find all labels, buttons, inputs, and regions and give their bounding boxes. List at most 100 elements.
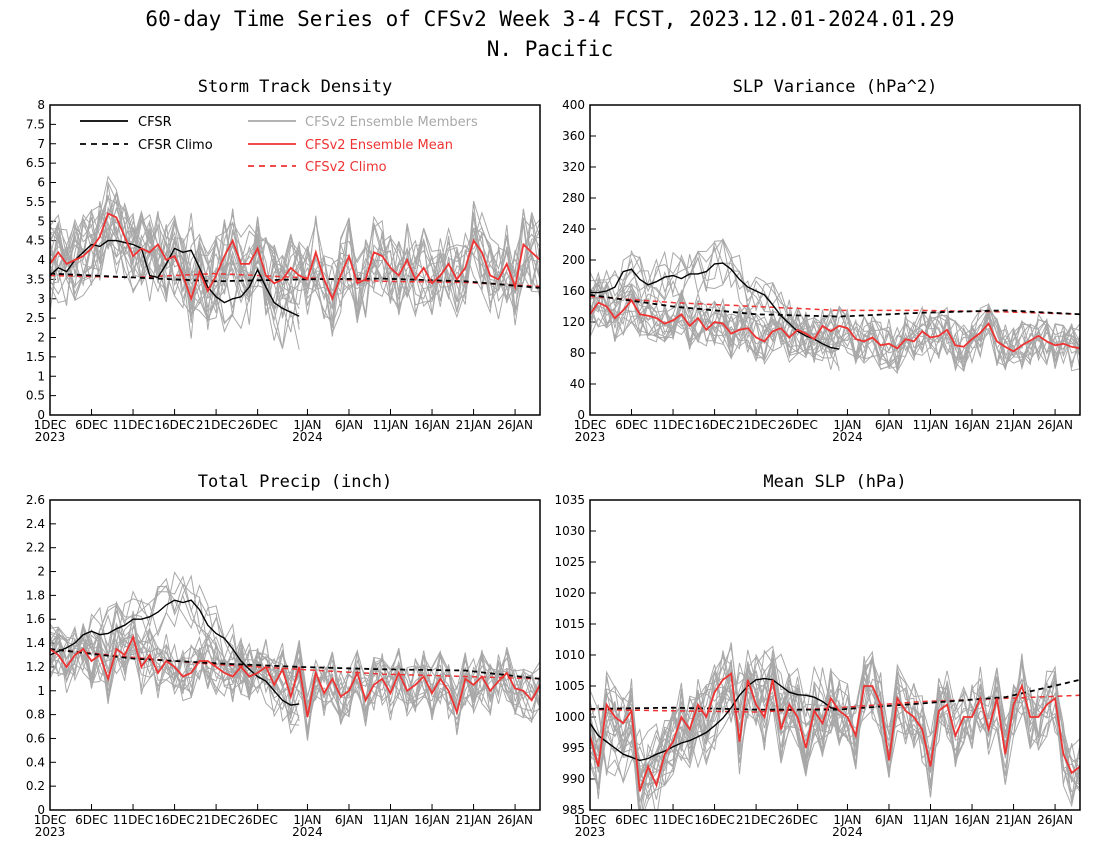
y-tick-label: 80 <box>570 346 585 360</box>
x-tick-label: 11DEC <box>113 418 153 432</box>
legend-label: CFSR Climo <box>138 138 213 153</box>
y-tick-label: 1020 <box>554 586 585 600</box>
cfsr-climo-line <box>50 648 540 680</box>
x-tick-label: 16JAN <box>414 813 450 827</box>
y-tick-label: 400 <box>562 98 585 112</box>
x-tick-label: 6DEC <box>75 418 108 432</box>
y-tick-label: 1.4 <box>26 636 45 650</box>
y-tick-label: 6 <box>37 176 45 190</box>
y-tick-label: 0.2 <box>26 779 45 793</box>
y-tick-label: 0 <box>577 408 585 422</box>
y-tick-label: 280 <box>562 191 585 205</box>
plot-area <box>50 571 540 741</box>
y-tick-label: 1000 <box>554 710 585 724</box>
y-tick-label: 1 <box>37 369 45 383</box>
x-tick-label: 1DEC <box>34 813 67 827</box>
chart-title: Mean SLP (hPa) <box>763 472 906 492</box>
cfsv2-climo-line <box>50 648 540 680</box>
figure-title: 60-day Time Series of CFSv2 Week 3-4 FCS… <box>145 7 954 31</box>
y-tick-label: 40 <box>570 377 585 391</box>
x-tick-label: 11DEC <box>653 418 693 432</box>
y-tick-label: 0 <box>37 408 45 422</box>
cfsv2-ensemble-mean-line <box>590 298 1080 353</box>
x-tick-label: 21JAN <box>456 418 492 432</box>
x-tick-label: 6DEC <box>615 813 648 827</box>
cfsr-line <box>590 262 840 350</box>
y-tick-label: 2.6 <box>26 493 45 507</box>
chart-title: Storm Track Density <box>198 77 392 97</box>
cfsv2-ensemble-mean-line <box>590 671 1080 792</box>
y-tick-label: 7.5 <box>26 117 45 131</box>
x-tick-label: 16DEC <box>694 418 734 432</box>
cfsr-line <box>590 677 840 762</box>
x-tick-year-label: 2024 <box>832 430 863 444</box>
y-tick-label: 1.2 <box>26 660 45 674</box>
ensemble-member-line <box>590 245 840 371</box>
y-tick-label: 240 <box>562 222 585 236</box>
y-tick-label: 4 <box>37 253 45 267</box>
plot-frame <box>49 104 541 416</box>
x-tick-label: 26JAN <box>497 418 533 432</box>
x-tick-year-label: 2023 <box>575 825 606 839</box>
ensemble-member-line <box>50 213 300 322</box>
x-tick-label: 1JAN <box>833 813 861 827</box>
y-tick-label: 1.6 <box>26 612 45 626</box>
x-tick-label: 26JAN <box>1037 813 1073 827</box>
x-tick-label: 1JAN <box>293 813 321 827</box>
x-tick-label: 21JAN <box>996 418 1032 432</box>
chart-panel-1: Storm Track Density 0 0.5 1 1.5 2 2.5 3 3.5 4 4.5 5… <box>26 77 541 444</box>
plot-area <box>590 238 1080 375</box>
y-tick-label: 0.8 <box>26 708 45 722</box>
x-tick-label: 6DEC <box>75 813 108 827</box>
x-tick-label: 1DEC <box>574 418 607 432</box>
y-tick-label: 4.5 <box>26 234 45 248</box>
y-tick-label: 1035 <box>554 493 585 507</box>
y-tick-label: 360 <box>562 129 585 143</box>
legend: CFSR CFSR Climo CFSv2 Ensemble Members CFSv… <box>80 115 478 175</box>
x-tick-label: 21JAN <box>996 813 1032 827</box>
y-tick-label: 1030 <box>554 524 585 538</box>
ensemble-member-line <box>590 649 840 785</box>
y-tick-label: 7 <box>37 137 45 151</box>
y-tick-label: 0.5 <box>26 389 45 403</box>
x-tick-label: 26JAN <box>1037 418 1073 432</box>
x-tick-label: 21DEC <box>736 418 776 432</box>
y-tick-label: 985 <box>562 803 585 817</box>
y-tick-label: 1015 <box>554 617 585 631</box>
y-tick-label: 1005 <box>554 679 585 693</box>
cfsr-climo-line <box>590 294 1080 318</box>
chart-panel-3: Total Precip (inch) 0 0.2 0.4 0.6 0.8 1 1.2 1.4 1… <box>26 472 541 839</box>
ensemble-member-line <box>50 571 300 735</box>
ensemble-member-line <box>590 653 840 779</box>
ensemble-member-line <box>590 665 1080 810</box>
x-tick-label: 16JAN <box>954 813 990 827</box>
cfsr-climo-line <box>50 272 540 289</box>
x-tick-label: 1JAN <box>833 418 861 432</box>
x-tick-label: 6DEC <box>615 418 648 432</box>
y-tick-label: 2.2 <box>26 541 45 555</box>
ensemble-member-line <box>50 202 540 323</box>
x-tick-label: 26DEC <box>237 418 277 432</box>
x-tick-year-label: 2023 <box>35 825 66 839</box>
ensemble-member-line <box>590 293 1080 373</box>
ensemble-member-line <box>590 240 840 359</box>
ensemble-member-line <box>590 285 1080 372</box>
x-tick-label: 6JAN <box>875 418 903 432</box>
ensemble-member-line <box>50 584 300 725</box>
x-tick-label: 11DEC <box>653 813 693 827</box>
x-tick-label: 21DEC <box>736 813 776 827</box>
plot-frame <box>589 104 1081 416</box>
cfsr-line <box>50 239 300 317</box>
figure-subtitle: N. Pacific <box>487 37 613 61</box>
y-tick-label: 1025 <box>554 555 585 569</box>
y-tick-label: 5.5 <box>26 195 45 209</box>
x-tick-year-label: 2024 <box>292 825 323 839</box>
y-tick-label: 8 <box>37 98 45 112</box>
x-tick-year-label: 2024 <box>292 430 323 444</box>
chart-title: SLP Variance (hPa^2) <box>733 77 938 97</box>
y-tick-label: 2 <box>37 331 45 345</box>
x-tick-label: 11JAN <box>913 418 949 432</box>
ensemble-member-line <box>590 667 840 776</box>
y-tick-label: 0.6 <box>26 731 45 745</box>
